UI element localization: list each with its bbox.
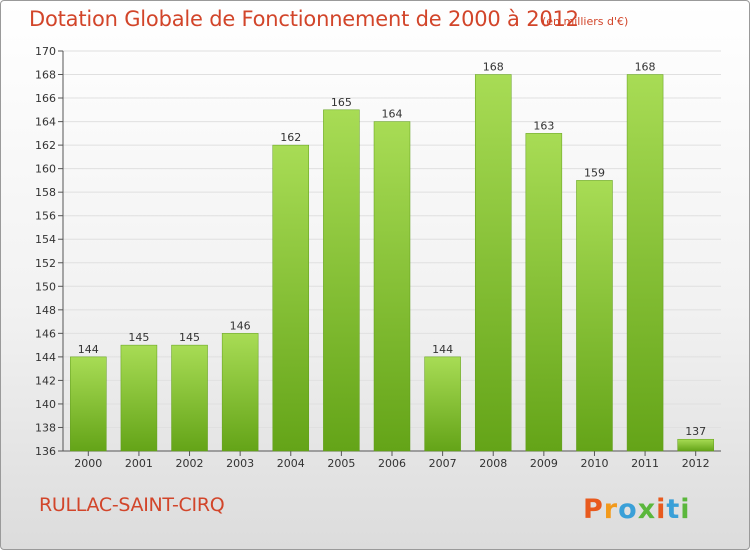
- x-tick-label: 2006: [378, 457, 406, 470]
- proxiti-logo: Proxiti: [583, 494, 691, 525]
- data-label: 163: [533, 119, 554, 132]
- data-label: 168: [483, 61, 504, 74]
- y-tick-label: 144: [35, 351, 56, 364]
- data-label: 137: [685, 425, 706, 438]
- bar: [525, 133, 563, 452]
- y-tick-label: 138: [35, 421, 56, 434]
- bar: [70, 356, 107, 452]
- x-tick-label: 2010: [580, 457, 608, 470]
- y-tick-label: 156: [35, 210, 56, 223]
- data-label: 159: [584, 166, 605, 179]
- chart-unit-note: (en milliers d'€): [542, 15, 629, 28]
- y-tick-label: 150: [35, 280, 56, 293]
- y-tick-label: 164: [35, 116, 56, 129]
- commune-name: RULLAC-SAINT-CIRQ: [39, 494, 225, 516]
- x-tick-label: 2011: [631, 457, 659, 470]
- x-tick-label: 2009: [530, 457, 558, 470]
- bar: [221, 333, 259, 452]
- bar: [373, 121, 411, 452]
- svg-text:Proxiti: Proxiti: [583, 494, 691, 525]
- x-tick-label: 2007: [429, 457, 457, 470]
- bar: [677, 438, 714, 452]
- y-tick-label: 158: [35, 186, 56, 199]
- bar: [474, 74, 512, 452]
- chart-title: Dotation Globale de Fonctionnement de 20…: [29, 7, 579, 31]
- bar: [626, 74, 664, 452]
- x-tick-label: 2001: [125, 457, 153, 470]
- bar: [576, 180, 613, 452]
- y-tick-label: 152: [35, 257, 56, 270]
- x-tick-label: 2002: [176, 457, 204, 470]
- y-tick-label: 168: [35, 69, 56, 82]
- data-label: 164: [382, 108, 403, 121]
- bar: [272, 144, 310, 452]
- data-label: 146: [230, 319, 251, 332]
- y-tick-label: 170: [35, 45, 56, 58]
- labels: 136 138 140 142 144 146 148 150 152 154 156 158 160 1…: [35, 45, 710, 470]
- y-tick-label: 166: [35, 92, 56, 105]
- data-label: 145: [128, 331, 149, 344]
- data-label: 165: [331, 96, 352, 109]
- x-tick-label: 2003: [226, 457, 254, 470]
- data-label: 145: [179, 331, 200, 344]
- x-tick-label: 2005: [327, 457, 355, 470]
- data-label: 168: [635, 61, 656, 74]
- y-tick-label: 148: [35, 304, 56, 317]
- bar: [323, 109, 360, 452]
- x-tick-label: 2000: [74, 457, 102, 470]
- bar: [424, 356, 461, 452]
- x-tick-label: 2004: [277, 457, 305, 470]
- data-label: 144: [78, 343, 99, 356]
- y-tick-label: 162: [35, 139, 56, 152]
- y-tick-label: 146: [35, 327, 56, 340]
- y-tick-label: 160: [35, 163, 56, 176]
- x-tick-label: 2008: [479, 457, 507, 470]
- y-tick-label: 142: [35, 374, 56, 387]
- data-label: 162: [280, 131, 301, 144]
- bar: [120, 344, 158, 452]
- y-tick-label: 154: [35, 233, 56, 246]
- bar: [171, 344, 208, 452]
- x-tick-label: 2012: [682, 457, 710, 470]
- bars: [70, 74, 714, 452]
- y-tick-label: 136: [35, 445, 56, 458]
- y-tick-label: 140: [35, 398, 56, 411]
- data-label: 144: [432, 343, 453, 356]
